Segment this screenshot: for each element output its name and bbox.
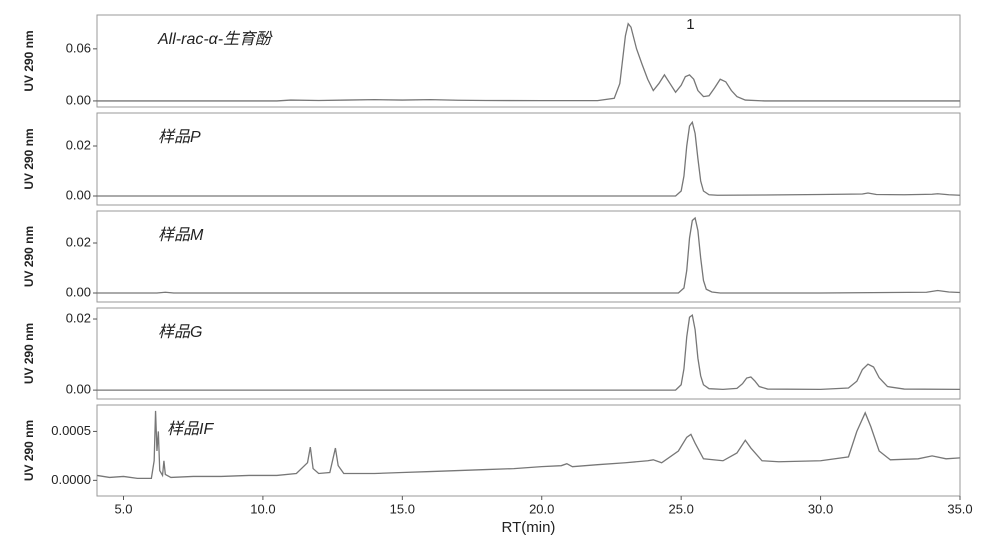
panel-frame [96,404,961,497]
y-tick-label: 0.02 [66,234,91,249]
trace [97,120,961,197]
panel-title: 样品P [158,128,201,146]
y-axis-label: UV 290 nm [22,323,36,384]
y-tick-label: 0.02 [66,137,91,152]
panel-frame [96,210,961,303]
y-tick-label: 0.00 [66,187,91,202]
peak-label: 1 [686,16,694,33]
y-axis-label: UV 290 nm [22,128,36,189]
trace [97,22,960,102]
x-axis-label: RT(min) [502,519,556,536]
panel-title: All-rac-α-生育酚 [157,30,273,48]
y-axis-label: UV 290 nm [22,30,36,91]
y-tick-label: 0.02 [66,310,91,325]
y-tick-label: 0.06 [66,40,91,55]
x-tick-label: 30.0 [808,501,833,516]
panel-title: 样品G [158,323,202,341]
panel-title: 样品IF [167,420,214,438]
y-tick-label: 0.00 [66,382,91,397]
x-tick-label: 15.0 [390,501,415,516]
y-tick-label: 0.00 [66,92,91,107]
x-tick-label: 10.0 [250,501,275,516]
panel-frame [96,307,961,400]
y-tick-label: 0.0000 [51,472,91,487]
y-axis-label: UV 290 nm [22,420,36,481]
panel-frame [96,112,961,206]
y-tick-label: 0.00 [66,284,91,299]
x-tick-label: 20.0 [529,501,554,516]
x-tick-label: 5.0 [114,501,132,516]
x-tick-label: 25.0 [669,501,694,516]
x-tick-label: 35.0 [947,501,972,516]
trace [97,216,961,294]
panel-title: 样品M [158,226,204,244]
trace [96,410,961,480]
y-tick-label: 0.0005 [51,423,91,438]
y-axis-label: UV 290 nm [22,226,36,287]
trace [97,313,961,391]
panel-frame [96,14,961,108]
